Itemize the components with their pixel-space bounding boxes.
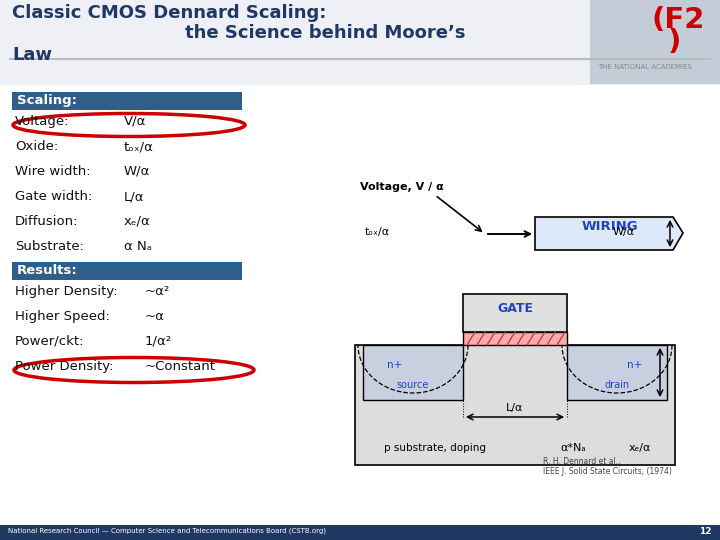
Text: Diffusion:: Diffusion: [15,215,78,228]
Text: Power Density:: Power Density: [15,360,114,373]
Text: source: source [397,380,429,390]
Text: tₒₓ/α: tₒₓ/α [365,227,390,237]
FancyBboxPatch shape [463,332,567,345]
Text: α Nₐ: α Nₐ [124,240,152,253]
Polygon shape [535,217,683,250]
Text: L/α: L/α [506,403,523,413]
Text: n+: n+ [627,360,643,370]
Text: Law: Law [12,46,52,64]
Text: xₑ/α: xₑ/α [629,443,651,453]
FancyBboxPatch shape [463,294,567,332]
Text: Voltage, V / α: Voltage, V / α [360,182,444,192]
Text: Higher Speed:: Higher Speed: [15,310,110,323]
FancyBboxPatch shape [12,262,242,280]
Text: ~Constant: ~Constant [145,360,216,373]
Text: 1/α²: 1/α² [145,335,172,348]
FancyBboxPatch shape [0,525,720,540]
Text: R. H. Dennard et al.,
IEEE J. Solid State Circuits, (1974): R. H. Dennard et al., IEEE J. Solid Stat… [543,457,672,476]
FancyBboxPatch shape [0,0,720,85]
Text: 12: 12 [700,527,712,536]
Text: ~α²: ~α² [145,285,170,298]
Text: Scaling:: Scaling: [17,94,77,107]
FancyBboxPatch shape [567,345,667,400]
Text: n+: n+ [387,360,402,370]
Text: p substrate, doping: p substrate, doping [384,443,486,453]
Text: Power/ckt:: Power/ckt: [15,335,84,348]
FancyBboxPatch shape [355,345,675,465]
Text: xₑ/α: xₑ/α [124,215,150,228]
Text: National Research Council — Computer Science and Telecommunications Board (CSTB.: National Research Council — Computer Sci… [8,527,326,534]
Text: tₒₓ/α: tₒₓ/α [124,140,154,153]
Text: V/α: V/α [124,115,146,128]
Text: Voltage:: Voltage: [15,115,70,128]
Text: WIRING: WIRING [582,220,639,233]
FancyBboxPatch shape [12,92,242,110]
Text: Results:: Results: [17,264,78,277]
Text: Classic CMOS Dennard Scaling:: Classic CMOS Dennard Scaling: [12,4,326,22]
Text: W/α: W/α [613,227,635,237]
Text: ~α: ~α [145,310,165,323]
Text: Oxide:: Oxide: [15,140,58,153]
Text: THE NATIONAL ACADEMIES: THE NATIONAL ACADEMIES [598,64,692,70]
Text: Wire width:: Wire width: [15,165,91,178]
Text: α*Nₐ: α*Nₐ [560,443,586,453]
Text: Substrate:: Substrate: [15,240,84,253]
Text: (F2: (F2 [651,6,704,34]
Text: Higher Density:: Higher Density: [15,285,117,298]
Text: W/α: W/α [124,165,150,178]
FancyBboxPatch shape [363,345,463,400]
FancyBboxPatch shape [590,0,720,84]
Text: ): ) [668,28,681,56]
Text: the Science behind Moore’s: the Science behind Moore’s [185,24,466,42]
Text: Gate width:: Gate width: [15,190,92,203]
Text: L/α: L/α [124,190,145,203]
Text: drain: drain [604,380,629,390]
Text: GATE: GATE [497,302,533,315]
